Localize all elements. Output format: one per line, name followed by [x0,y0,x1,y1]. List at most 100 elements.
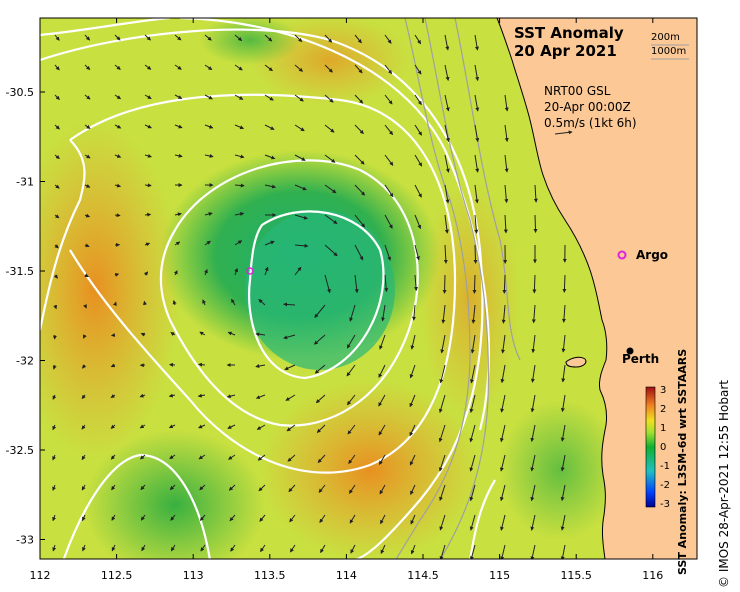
x-tick-label: 112.5 [101,569,133,582]
current-vector [562,274,567,293]
current-vector [173,270,178,276]
current-vector [174,153,183,158]
current-vector [560,484,566,502]
current-vector [384,244,392,261]
current-vector [444,94,450,112]
colorbar [645,386,656,508]
current-vector [414,244,420,261]
current-vector [560,454,566,472]
current-vector [114,272,120,277]
current-vector [414,94,422,106]
current-vector [499,484,506,502]
current-vector [111,544,116,552]
argo-float-position[interactable] [246,267,254,275]
current-vector [204,64,213,71]
current-vector [354,154,365,165]
current-vector [314,304,326,319]
current-vector [439,544,446,559]
current-vector [354,214,366,228]
current-vector [414,154,423,167]
current-vector [499,454,506,472]
current-vector [560,394,566,413]
current-vector [234,183,245,188]
current-vector [54,244,59,249]
current-vector [349,304,356,322]
current-vector [199,331,206,336]
current-vector [380,544,386,555]
colorbar-ticks: 3 2 1 0 -1 -2 -3 [660,385,670,510]
current-vector [439,484,446,502]
current-vector [204,212,213,216]
current-vector [294,184,307,191]
x-tick-label: 114 [336,569,357,582]
cool-patch-southeast [500,400,620,540]
y-tick-label: -30.5 [6,86,34,99]
current-vector [561,364,566,383]
current-vector [287,454,296,462]
current-vector [533,184,538,203]
bathymetry-contours [395,18,521,559]
cool-eddy-southwest [85,430,265,559]
current-vector [438,394,446,414]
current-vector [54,34,60,41]
current-vector [84,34,91,41]
current-vector [81,454,86,461]
current-vector [473,244,478,264]
current-vector [441,304,446,324]
vector-scale-arrow [554,130,573,135]
y-tick-label: -32.5 [6,444,34,457]
current-vector [560,424,566,442]
current-vector [204,124,214,129]
current-vector [354,184,366,196]
current-vector [384,274,389,293]
current-vector [199,484,206,491]
current-vector [204,268,208,276]
current-vector [324,94,334,103]
current-vector [469,514,476,531]
current-vector [294,266,302,276]
current-vector [504,94,509,112]
current-vector [112,301,117,306]
current-vector [227,331,236,336]
current-vector [474,94,480,112]
current-vector [384,184,394,198]
current-vector [110,363,116,368]
current-vector [264,94,274,101]
current-vector [414,274,419,292]
current-vector [444,34,450,51]
current-vector [81,394,86,400]
current-vector [313,334,326,345]
current-vector [144,153,152,158]
current-vector [144,242,151,247]
colorbar-tick-label: 2 [660,404,666,415]
current-vector [81,424,86,430]
plot-area [40,18,697,559]
current-vector [444,154,450,173]
current-vector [198,362,206,367]
current-vector [234,240,243,246]
current-vector [174,124,183,129]
current-vector [53,304,58,310]
current-vector [439,514,446,531]
current-vector [114,94,122,100]
argo-marker[interactable] [617,250,627,260]
current-vector [285,394,296,401]
plot-border [39,17,698,560]
current-vector [561,334,566,353]
perth-marker[interactable] [626,347,634,355]
colorbar-tick-label: 0 [660,442,666,453]
current-vector [378,424,386,436]
current-vector [346,394,356,406]
current-vector [474,64,480,82]
y-tick-label: -32 [16,355,34,368]
current-vector [169,454,176,460]
depth-legend-200m: 200m [651,32,680,43]
current-vector [283,302,296,307]
current-vector [52,424,57,431]
map-date: 20 Apr 2021 [514,42,617,60]
current-vector [84,243,90,248]
copyright-label: © IMOS 28-Apr-2021 12:55 Hobart [717,380,731,588]
current-vector [174,241,181,246]
current-vector [378,454,386,465]
